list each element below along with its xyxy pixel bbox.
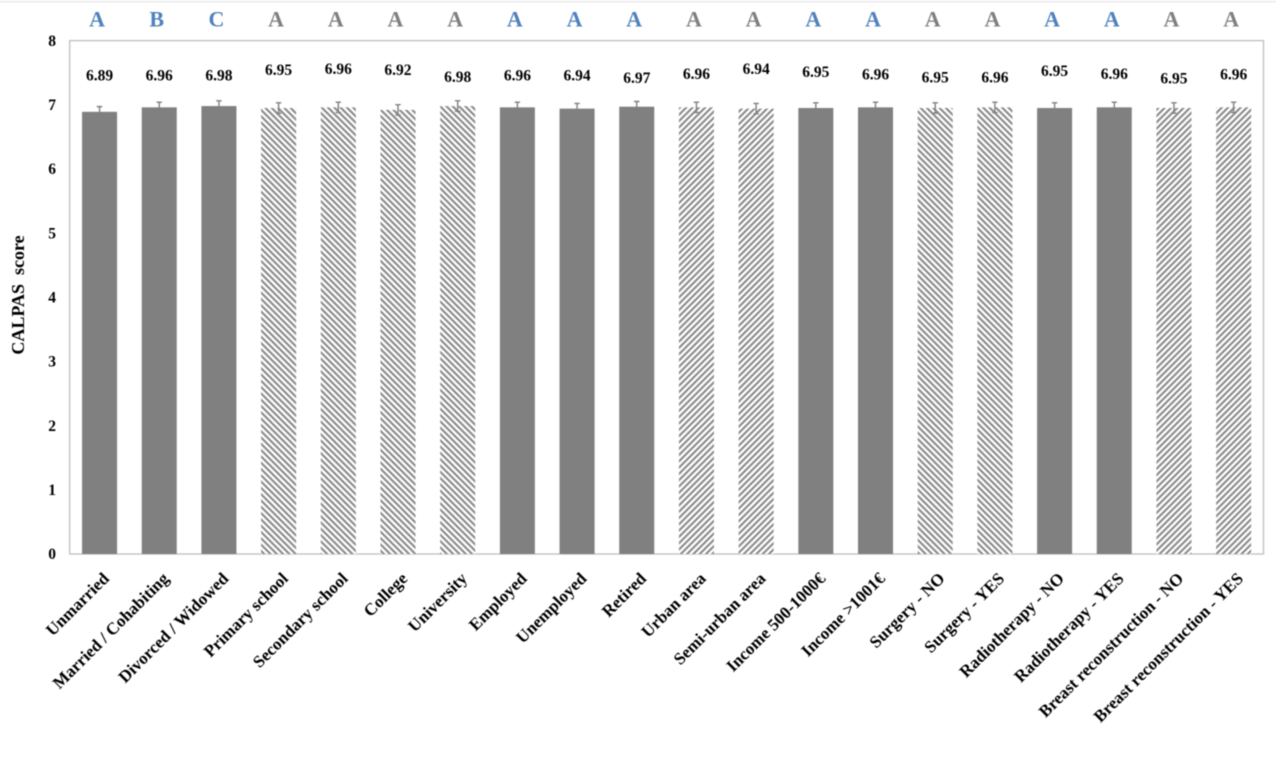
svg-text:6.96: 6.96 — [981, 70, 1008, 87]
svg-text:A: A — [925, 7, 941, 32]
svg-text:6.95: 6.95 — [1160, 71, 1187, 88]
svg-text:6.98: 6.98 — [444, 69, 471, 86]
svg-text:A: A — [567, 7, 583, 32]
svg-text:6.95: 6.95 — [922, 70, 949, 87]
svg-text:A: A — [328, 7, 344, 32]
svg-text:C: C — [208, 7, 224, 32]
svg-text:6.96: 6.96 — [325, 61, 352, 78]
svg-text:4: 4 — [48, 290, 56, 307]
svg-text:6.98: 6.98 — [205, 68, 232, 85]
svg-text:A: A — [626, 7, 642, 32]
svg-text:B: B — [149, 7, 164, 32]
svg-text:A: A — [865, 7, 881, 32]
svg-text:CALPAS score: CALPAS score — [8, 235, 28, 354]
svg-text:A: A — [1223, 7, 1239, 32]
svg-text:A: A — [746, 7, 762, 32]
svg-text:A: A — [268, 7, 284, 32]
svg-text:7: 7 — [48, 97, 56, 114]
svg-text:A: A — [89, 7, 105, 32]
svg-text:6.92: 6.92 — [384, 62, 411, 79]
svg-text:A: A — [1164, 7, 1180, 32]
svg-text:6.89: 6.89 — [86, 68, 113, 85]
svg-text:6.95: 6.95 — [1041, 63, 1068, 80]
svg-text:6.95: 6.95 — [802, 64, 829, 81]
svg-text:6.96: 6.96 — [1101, 66, 1128, 83]
svg-text:2: 2 — [48, 418, 56, 435]
svg-text:A: A — [686, 7, 702, 32]
svg-text:3: 3 — [48, 354, 56, 371]
svg-text:6.96: 6.96 — [862, 67, 889, 84]
svg-text:6.96: 6.96 — [1220, 67, 1247, 84]
svg-text:A: A — [805, 7, 821, 32]
svg-text:5: 5 — [48, 225, 56, 242]
svg-text:A: A — [388, 7, 404, 32]
svg-text:6.94: 6.94 — [564, 68, 591, 85]
svg-text:A: A — [1044, 7, 1060, 32]
svg-text:A: A — [984, 7, 1000, 32]
svg-text:6.94: 6.94 — [743, 61, 770, 78]
svg-text:6.96: 6.96 — [504, 68, 531, 85]
svg-text:A: A — [1104, 7, 1120, 32]
svg-text:6: 6 — [48, 161, 56, 178]
svg-text:6.96: 6.96 — [683, 66, 710, 83]
svg-text:A: A — [507, 7, 523, 32]
svg-text:1: 1 — [48, 482, 56, 499]
svg-text:8: 8 — [48, 33, 56, 50]
svg-text:6.97: 6.97 — [623, 70, 650, 87]
svg-text:6.95: 6.95 — [265, 62, 292, 79]
svg-text:A: A — [447, 7, 463, 32]
svg-text:6.96: 6.96 — [146, 68, 173, 85]
svg-text:0: 0 — [48, 546, 56, 563]
